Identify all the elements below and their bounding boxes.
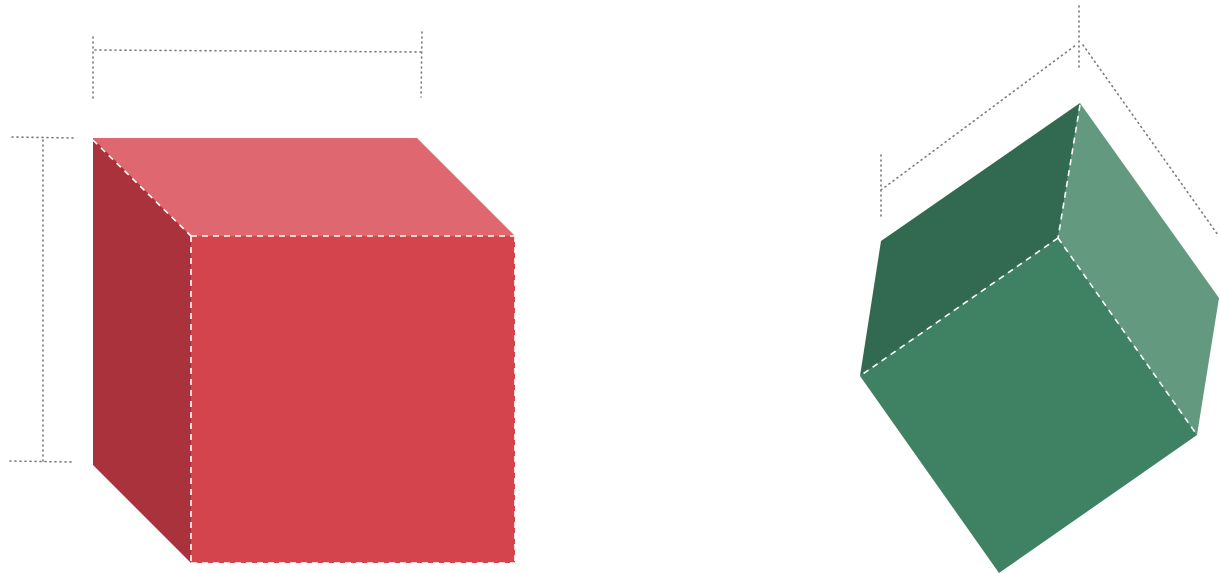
- green-cube-dashed-edges: [859, 104, 1198, 436]
- green-cube-left-face: [860, 103, 1080, 376]
- green-cube: [859, 103, 1219, 573]
- red-cube-top-face: [93, 138, 515, 236]
- red-cube-side-face: [93, 138, 191, 563]
- green-cube-right-face: [1058, 103, 1219, 435]
- red-cube-width-dimension: [92, 31, 423, 101]
- green-cube-left-dimension: [880, 5, 1080, 219]
- red-cube-dashed-edges: [92, 139, 516, 564]
- green-cube-right-dimension: [1082, 44, 1219, 236]
- red-cube: [92, 138, 516, 564]
- green-cube-front-face: [860, 238, 1197, 573]
- red-cube-height-dimension: [9, 136, 77, 463]
- red-cube-front-face: [191, 236, 515, 563]
